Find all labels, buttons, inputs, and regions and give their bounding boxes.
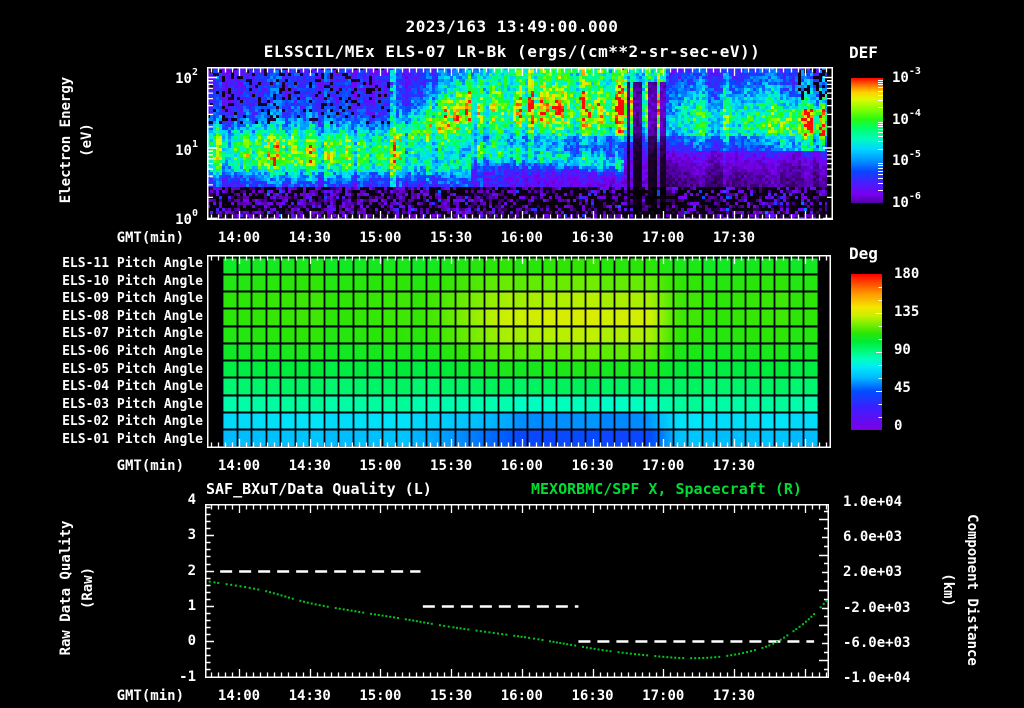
deg-tick-label: 135 bbox=[894, 304, 920, 320]
deg-colorbar-title: Deg bbox=[849, 244, 878, 263]
pitch-row-label: ELS-01 Pitch Angle bbox=[62, 432, 203, 447]
pitch-row-label: ELS-05 Pitch Angle bbox=[62, 361, 203, 377]
time-tick-label: 16:00 bbox=[500, 230, 543, 246]
pitch-row-label: ELS-03 Pitch Angle bbox=[62, 396, 203, 412]
deg-tick-label: 45 bbox=[894, 380, 911, 396]
distance-axis-label: Component Distance bbox=[964, 514, 980, 666]
energy-tick-label: 102 bbox=[175, 67, 198, 87]
def-tick-label: 10-5 bbox=[892, 149, 921, 170]
pitch-row-label: ELS-08 Pitch Angle bbox=[62, 308, 203, 324]
distance-tick-label: -6.0e+03 bbox=[843, 634, 911, 651]
pitch-row-label: ELS-09 Pitch Angle bbox=[62, 291, 203, 307]
pitch-row-label: ELS-06 Pitch Angle bbox=[62, 344, 203, 359]
time-tick-label: 17:30 bbox=[712, 688, 756, 704]
gmt-label-middle: GMT(min) bbox=[116, 458, 184, 474]
pitch-row-label: ELS-10 Pitch Angle bbox=[62, 273, 203, 289]
time-tick-label: 15:00 bbox=[359, 458, 402, 474]
quality-axis-label: Raw Data Quality bbox=[58, 520, 74, 656]
time-tick-label: 15:00 bbox=[359, 230, 402, 246]
time-tick-label: 17:00 bbox=[642, 458, 685, 474]
time-tick-label: 14:30 bbox=[288, 230, 331, 246]
time-tick-label: 16:00 bbox=[500, 688, 543, 704]
pitch-angle-heatmap bbox=[207, 255, 831, 448]
gmt-label-bottom: GMT(min) bbox=[116, 688, 184, 704]
pitch-row-label: ELS-02 Pitch Angle bbox=[62, 414, 203, 430]
quality-tick-label: 0 bbox=[187, 633, 196, 650]
pitch-row-label: ELS-07 Pitch Angle bbox=[62, 326, 203, 342]
time-tick-label: 15:30 bbox=[430, 230, 473, 246]
gmt-label-top: GMT(min) bbox=[116, 230, 184, 246]
time-tick-label: 17:30 bbox=[712, 458, 756, 474]
plot-title: ELSSCIL/MEx ELS-07 LR-Bk (ergs/(cm**2-sr… bbox=[263, 42, 761, 61]
quality-tick-label: 1 bbox=[187, 597, 196, 614]
distance-tick-label: 2.0e+03 bbox=[843, 564, 903, 581]
time-tick-label: 16:30 bbox=[571, 688, 614, 704]
energy-tick-label: 100 bbox=[175, 208, 198, 228]
energy-axis-label: Electron Energy bbox=[58, 76, 74, 204]
time-tick-label: 17:00 bbox=[642, 230, 685, 246]
def-colorbar bbox=[851, 78, 883, 203]
quality-tick-label: 4 bbox=[187, 492, 196, 508]
def-tick-label: 10-3 bbox=[892, 66, 921, 86]
distance-tick-label: -2.0e+03 bbox=[843, 599, 911, 616]
def-tick-label: 10-4 bbox=[892, 107, 921, 128]
distance-tick-label: -1.0e+04 bbox=[843, 670, 911, 686]
deg-tick-label: 180 bbox=[894, 266, 920, 282]
def-tick-label: 10-6 bbox=[892, 190, 921, 211]
time-tick-label: 16:00 bbox=[500, 458, 543, 474]
quality-tick-label: -1 bbox=[179, 668, 196, 685]
energy-tick-label: 101 bbox=[175, 139, 198, 159]
time-tick-label: 17:00 bbox=[642, 688, 685, 704]
distance-tick-label: 1.0e+04 bbox=[843, 493, 903, 510]
time-tick-label: 16:30 bbox=[571, 230, 614, 246]
energy-axis-unit: (eV) bbox=[79, 123, 95, 157]
time-tick-label: 14:30 bbox=[288, 458, 331, 474]
time-tick-label: 15:30 bbox=[430, 458, 473, 474]
deg-colorbar bbox=[851, 274, 882, 430]
spacecraft-series-title: MEXORBMC/SPF X, Spacecraft (R) bbox=[531, 480, 802, 498]
distance-axis-unit: (km) bbox=[940, 573, 956, 607]
quality-distance-plot bbox=[205, 504, 829, 678]
electron-energy-spectrogram bbox=[207, 67, 833, 220]
plot-timestamp: 2023/163 13:49:00.000 bbox=[405, 17, 619, 36]
time-tick-label: 14:00 bbox=[217, 688, 261, 704]
time-tick-label: 15:30 bbox=[430, 688, 473, 704]
quality-series-title: SAF_BXuT/Data Quality (L) bbox=[206, 480, 432, 498]
quality-tick-label: 2 bbox=[187, 562, 196, 579]
distance-tick-label: 6.0e+03 bbox=[843, 529, 903, 546]
quality-tick-label: 3 bbox=[187, 527, 196, 544]
time-tick-label: 14:00 bbox=[217, 458, 261, 474]
pitch-row-label: ELS-04 Pitch Angle bbox=[62, 379, 203, 395]
deg-tick-label: 0 bbox=[894, 418, 903, 434]
quality-axis-unit: (Raw) bbox=[80, 566, 96, 610]
def-colorbar-title: DEF bbox=[849, 43, 878, 62]
time-tick-label: 14:30 bbox=[288, 688, 331, 704]
time-tick-label: 17:30 bbox=[712, 230, 756, 246]
deg-tick-label: 90 bbox=[894, 342, 911, 358]
time-tick-label: 14:00 bbox=[217, 230, 261, 246]
time-tick-label: 16:30 bbox=[571, 458, 614, 474]
pitch-row-label: ELS-11 Pitch Angle bbox=[62, 256, 203, 271]
time-tick-label: 15:00 bbox=[359, 688, 402, 704]
